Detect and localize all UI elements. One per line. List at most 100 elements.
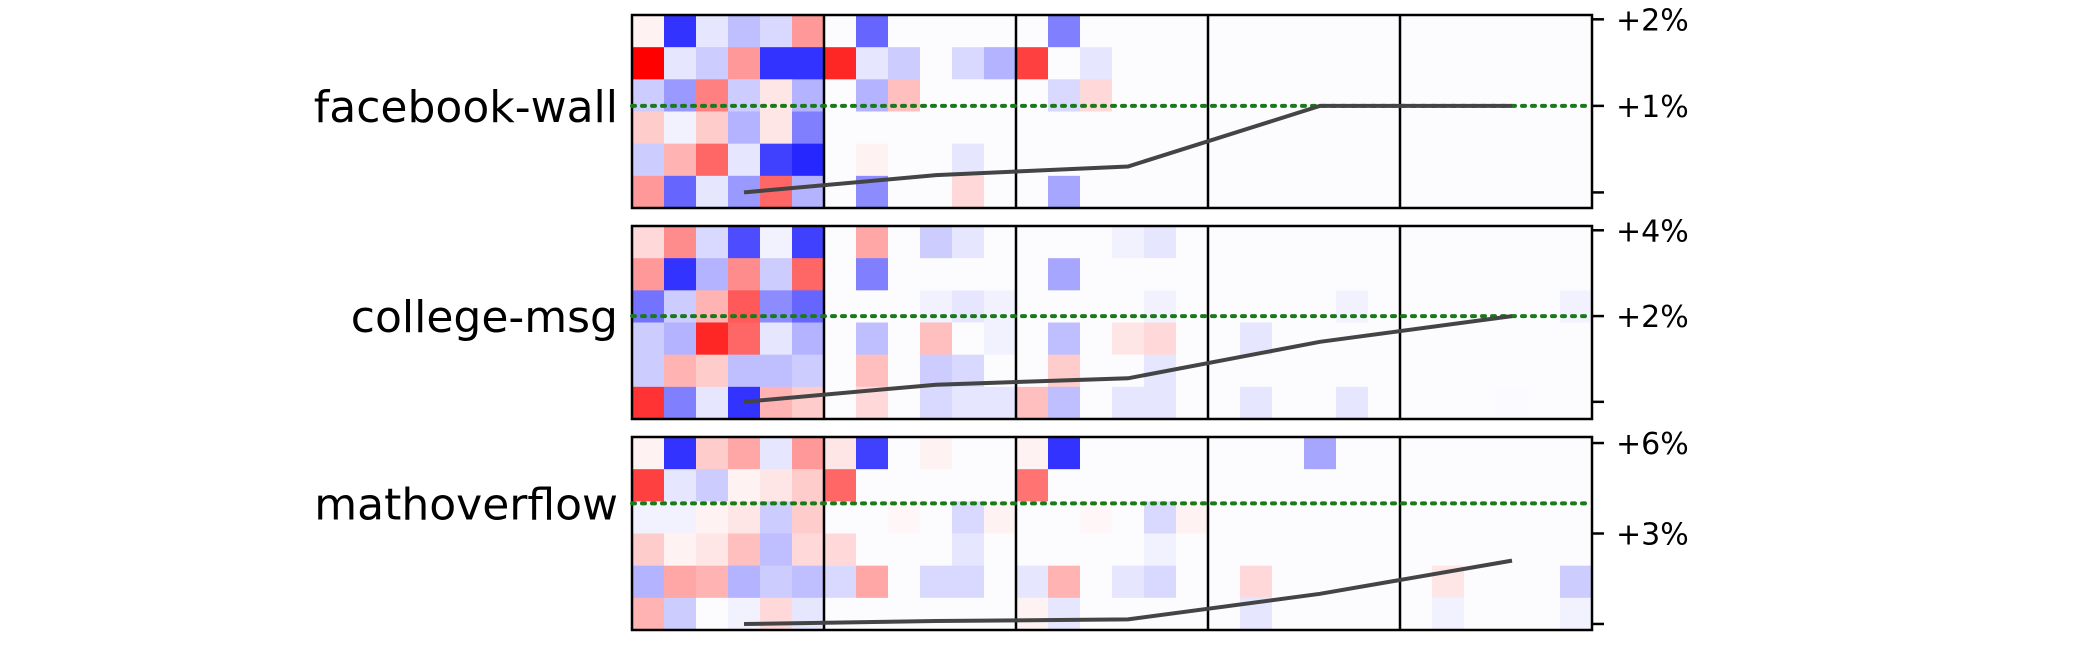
heatmap-cell xyxy=(1528,47,1561,80)
heatmap-cell xyxy=(1560,47,1593,80)
heatmap-cell xyxy=(952,533,985,567)
heatmap-cell xyxy=(1432,226,1465,259)
heatmap-cell xyxy=(888,501,921,535)
heatmap-cell xyxy=(1176,322,1209,356)
heatmap-cell xyxy=(1304,15,1337,48)
heatmap-cell xyxy=(1048,437,1081,470)
heatmap-cell xyxy=(760,533,793,567)
heatmap-cell xyxy=(728,143,761,177)
heatmap-cell xyxy=(920,354,953,388)
heatmap-cell xyxy=(696,226,729,259)
heatmap-cell xyxy=(1464,565,1497,599)
heatmap-cell xyxy=(1528,15,1561,48)
heatmap-cell xyxy=(1368,15,1401,48)
heatmap-cell xyxy=(632,15,665,48)
heatmap-cell xyxy=(1496,501,1529,535)
heatmap-cell xyxy=(824,226,857,259)
heatmap-cell xyxy=(856,258,889,291)
heatmap-cell xyxy=(632,290,665,324)
heatmap-cell xyxy=(1208,258,1241,291)
heatmap-cell xyxy=(1208,226,1241,259)
heatmap-cell xyxy=(1176,226,1209,259)
heatmap-cell xyxy=(632,533,665,567)
heatmap-cell xyxy=(1112,47,1145,80)
heatmap-cell xyxy=(760,386,793,420)
heatmap-cell xyxy=(1272,437,1305,470)
heatmap-cell xyxy=(824,533,857,567)
heatmap-cell xyxy=(1176,111,1209,145)
heatmap-cell xyxy=(984,597,1017,631)
heatmap-cell xyxy=(920,322,953,356)
heatmap-cell xyxy=(1496,15,1529,48)
heatmap-cell xyxy=(1464,143,1497,177)
heatmap-cell xyxy=(1368,533,1401,567)
heatmap-cell xyxy=(856,15,889,48)
heatmap-cell xyxy=(1176,15,1209,48)
heatmap-cell xyxy=(760,597,793,631)
heatmap-cell xyxy=(1464,175,1497,209)
heatmap-cell xyxy=(1368,258,1401,291)
heatmap-cell xyxy=(1016,469,1049,502)
heatmap-cell xyxy=(920,386,953,420)
heatmap-cell xyxy=(1528,354,1561,388)
heatmap-cell xyxy=(1304,533,1337,567)
heatmap-cell xyxy=(632,386,665,420)
heatmap-cell xyxy=(664,175,697,209)
heatmap-cell xyxy=(1112,322,1145,356)
heatmap-cell xyxy=(1048,47,1081,80)
heatmap-cell xyxy=(1048,322,1081,356)
heatmap-cell xyxy=(1144,15,1177,48)
heatmap-cell xyxy=(1400,290,1433,324)
heatmap-cell xyxy=(824,597,857,631)
heatmap-cell xyxy=(1304,437,1337,470)
heatmap-cell xyxy=(1048,226,1081,259)
heatmap-cell xyxy=(1432,469,1465,502)
heatmap-cell xyxy=(1560,258,1593,291)
heatmap-cell xyxy=(728,469,761,502)
heatmap-cell xyxy=(1304,175,1337,209)
heatmap-cell xyxy=(760,322,793,356)
heatmap-cell xyxy=(1560,15,1593,48)
heatmap-cell xyxy=(952,47,985,80)
heatmap-cell xyxy=(1496,258,1529,291)
heatmap-cell xyxy=(1144,386,1177,420)
heatmap-cell xyxy=(664,437,697,470)
heatmap-cell xyxy=(1048,258,1081,291)
heatmap-cell xyxy=(632,226,665,259)
heatmap-cell xyxy=(888,597,921,631)
heatmap-cell xyxy=(1368,386,1401,420)
heatmap-cell xyxy=(1240,437,1273,470)
heatmap-cell xyxy=(1144,533,1177,567)
heatmap-cell xyxy=(1112,501,1145,535)
heatmap-cell xyxy=(1112,290,1145,324)
heatmap-cell xyxy=(952,143,985,177)
heatmap-cell xyxy=(824,354,857,388)
trend-line xyxy=(743,558,1513,626)
heatmap-cell xyxy=(1080,15,1113,48)
y-tick-label: +1% xyxy=(1616,90,1689,125)
heatmap-cell xyxy=(856,565,889,599)
heatmap-cell xyxy=(1240,47,1273,80)
y-tick-label: +2% xyxy=(1616,3,1689,38)
heatmap-cell xyxy=(1080,386,1113,420)
heatmap-cell xyxy=(1560,175,1593,209)
heatmap-cell xyxy=(1272,258,1305,291)
heatmap-cell xyxy=(1112,597,1145,631)
heatmap-cell xyxy=(920,175,953,209)
heatmap-cell xyxy=(664,258,697,291)
heatmap-cell xyxy=(1432,15,1465,48)
heatmap-cell xyxy=(760,15,793,48)
heatmap-cell xyxy=(1272,226,1305,259)
heatmap-cell xyxy=(1464,386,1497,420)
heatmap-cell xyxy=(1016,47,1049,80)
heatmap-cell xyxy=(984,501,1017,535)
heatmap-cell xyxy=(824,258,857,291)
heatmap-cell xyxy=(1368,437,1401,470)
y-tick-label: +2% xyxy=(1616,300,1689,335)
heatmap-cell xyxy=(984,226,1017,259)
heatmap-cell xyxy=(632,565,665,599)
heatmap-cell xyxy=(920,111,953,145)
heatmap-cell xyxy=(1336,386,1369,420)
heatmap-cell xyxy=(1528,322,1561,356)
heatmap-cell xyxy=(1112,15,1145,48)
